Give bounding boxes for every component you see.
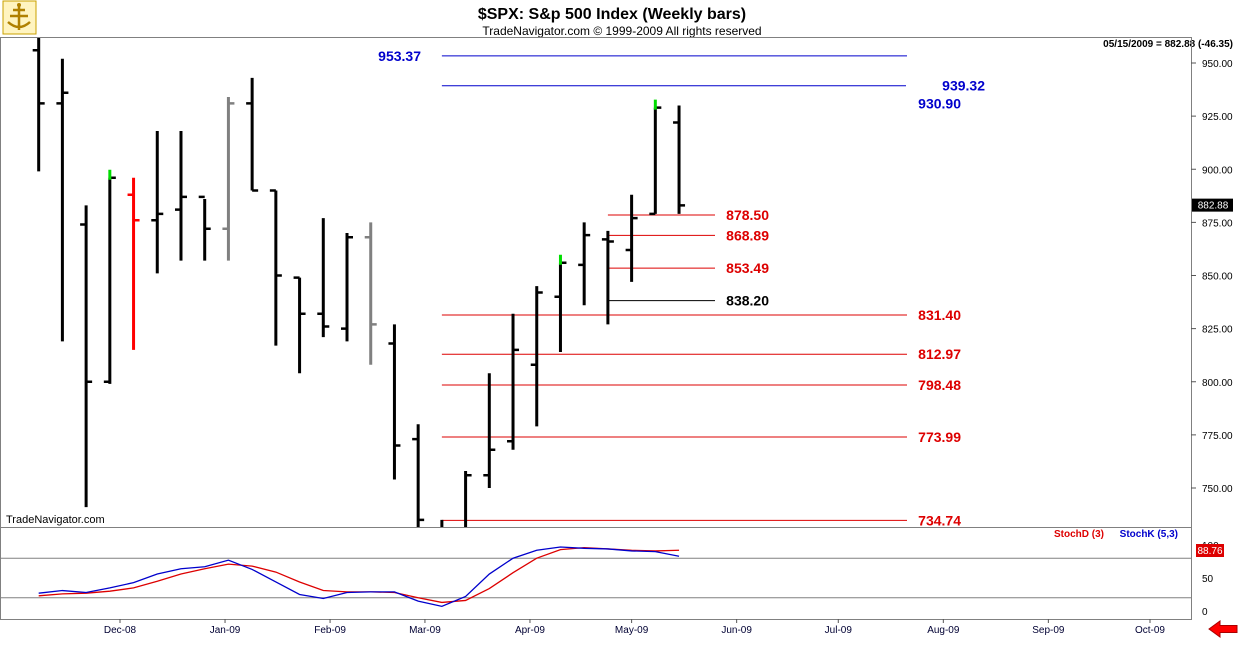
ohlc-bar bbox=[601, 230, 614, 325]
ohlc-bar bbox=[341, 233, 354, 342]
ohlc-bar bbox=[293, 276, 306, 374]
level-label-812.97: 812.97 bbox=[918, 346, 961, 362]
date-tick-label: May-09 bbox=[615, 625, 649, 636]
stochd-legend: StochD (3) bbox=[1054, 529, 1104, 540]
price-tick-label: 750.00 bbox=[1202, 484, 1233, 495]
ohlc-bar bbox=[412, 424, 425, 527]
ohlc-bar bbox=[625, 194, 638, 282]
stochastic-value-tag: 88.76 bbox=[1196, 544, 1224, 557]
date-tick-label: Aug-09 bbox=[927, 625, 960, 636]
ohlc-bar bbox=[174, 131, 187, 261]
ohlc-bar bbox=[32, 38, 45, 172]
ohlc-bar bbox=[649, 99, 662, 216]
stochastic-series bbox=[38, 546, 680, 608]
level-label-930.90: 930.90 bbox=[918, 96, 961, 112]
date-tick-label: Mar-09 bbox=[409, 625, 441, 636]
ohlc-bar bbox=[222, 97, 235, 261]
ohlc-bars bbox=[32, 38, 686, 527]
price-tick-label: 825.00 bbox=[1202, 325, 1233, 336]
level-label-734.74: 734.74 bbox=[918, 512, 961, 528]
ohlc-bar bbox=[151, 131, 164, 274]
ohlc-bar bbox=[317, 218, 330, 338]
date-tick-label: Jan-09 bbox=[210, 625, 241, 636]
date-axis: Dec-08 Jan-09 Feb-09 Mar-09 Apr-09 May-09 Jun-… bbox=[104, 619, 1165, 636]
stochk-line bbox=[38, 546, 680, 608]
ohlc-bar bbox=[388, 324, 401, 480]
ohlc-bar bbox=[673, 105, 686, 214]
stochastic-tick-label: 0 bbox=[1202, 607, 1208, 618]
ohlc-bar bbox=[554, 254, 567, 352]
level-label-798.48: 798.48 bbox=[918, 377, 961, 393]
price-tick-label: 900.00 bbox=[1202, 165, 1233, 176]
ohlc-bar bbox=[507, 313, 520, 450]
price-tick-label: 850.00 bbox=[1202, 272, 1233, 283]
price-tick-label: 775.00 bbox=[1202, 431, 1233, 442]
last-price-value: 882.88 bbox=[1198, 201, 1229, 212]
last-price-tag: 882.88 bbox=[1192, 198, 1233, 212]
ohlc-bar bbox=[198, 195, 211, 261]
level-label-853.49: 853.49 bbox=[726, 260, 769, 276]
date-tick-label: Feb-09 bbox=[314, 625, 346, 636]
ohlc-bar bbox=[269, 189, 282, 346]
level-label-773.99: 773.99 bbox=[918, 429, 961, 445]
date-tick-label: Jul-09 bbox=[825, 625, 853, 636]
last-quote-text: 05/15/2009 = 882.88 (-46.35) bbox=[1103, 39, 1233, 50]
level-label-939.32: 939.32 bbox=[942, 78, 985, 94]
price-tick-label: 800.00 bbox=[1202, 378, 1233, 389]
watermark-text: TradeNavigator.com bbox=[6, 514, 105, 526]
date-tick-label: Sep-09 bbox=[1032, 625, 1065, 636]
level-label-953.37: 953.37 bbox=[378, 48, 421, 64]
stochastic-reference-lines bbox=[0, 557, 1191, 599]
ohlc-bar bbox=[364, 222, 377, 365]
ohlc-bar bbox=[127, 177, 140, 350]
date-tick-label: Jun-09 bbox=[721, 625, 752, 636]
date-tick-label: Oct-09 bbox=[1135, 625, 1165, 636]
trade-navigator-logo-icon[interactable] bbox=[2, 0, 37, 35]
scroll-left-arrow-icon[interactable] bbox=[1205, 620, 1239, 638]
stochk-legend: StochK (5,3) bbox=[1120, 529, 1178, 540]
level-label-838.20: 838.20 bbox=[726, 293, 769, 309]
ohlc-bar bbox=[56, 58, 69, 342]
price-tick-label: 925.00 bbox=[1202, 112, 1233, 123]
price-tick-label: 950.00 bbox=[1202, 59, 1233, 70]
ohlc-bar bbox=[530, 286, 543, 427]
ohlc-bar bbox=[483, 373, 496, 488]
stochastic-value: 88.76 bbox=[1197, 546, 1222, 557]
chart-title: $SPX: S&p 500 Index (Weekly bars) bbox=[478, 6, 746, 23]
support-resistance-levels: 953.37 939.32 930.90 878.50 868.89 853.49 838.… bbox=[378, 48, 985, 529]
price-tick-label: 875.00 bbox=[1202, 218, 1233, 229]
price-axis: 750.00 775.00 800.00 825.00 850.00 875.00 900.… bbox=[1191, 59, 1233, 495]
date-tick-label: Apr-09 bbox=[515, 625, 545, 636]
stochastic-tick-label: 50 bbox=[1202, 574, 1214, 585]
level-label-868.89: 868.89 bbox=[726, 227, 769, 243]
ohlc-bar bbox=[246, 77, 259, 192]
date-tick-label: Dec-08 bbox=[104, 625, 137, 636]
level-label-878.50: 878.50 bbox=[726, 207, 769, 223]
copyright-text: TradeNavigator.com © 1999-2009 All right… bbox=[482, 24, 761, 38]
level-label-831.40: 831.40 bbox=[918, 307, 961, 323]
ohlc-bar bbox=[103, 169, 116, 384]
ohlc-bar bbox=[578, 222, 591, 306]
ohlc-bar bbox=[464, 471, 472, 527]
ohlc-bar bbox=[80, 205, 93, 508]
